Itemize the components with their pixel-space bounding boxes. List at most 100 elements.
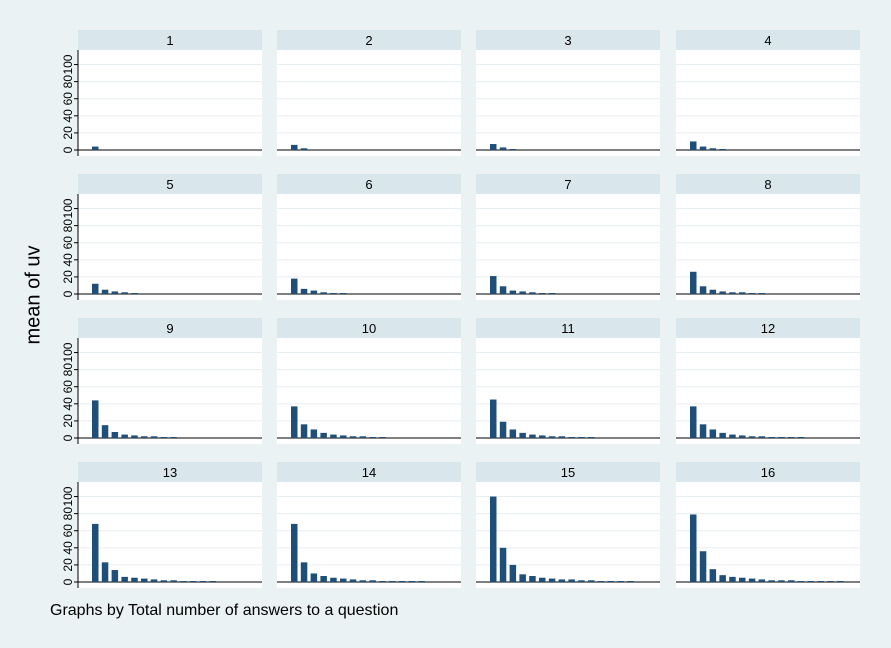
panel-6: 6: [277, 174, 461, 300]
panel-title: 6: [365, 177, 372, 192]
bar: [529, 576, 536, 582]
bar: [490, 276, 497, 294]
bar: [330, 434, 337, 438]
panel-title: 1: [166, 33, 173, 48]
bar: [209, 581, 217, 582]
bar: [739, 435, 746, 438]
bar: [729, 576, 736, 582]
bar: [509, 149, 517, 150]
bar: [729, 292, 736, 294]
plot-area: [78, 338, 262, 444]
bar: [490, 144, 497, 150]
panel-title: 15: [561, 465, 575, 480]
bar: [739, 292, 746, 294]
panel-12: 12: [676, 318, 860, 444]
bar: [519, 291, 526, 294]
bar: [539, 435, 546, 438]
bar: [92, 523, 99, 582]
y-tick-label: 20: [61, 126, 75, 140]
bar: [340, 435, 347, 438]
bar: [797, 581, 805, 582]
panel-title: 11: [561, 321, 575, 336]
bar: [548, 578, 556, 582]
bar: [131, 435, 138, 438]
bar: [131, 293, 138, 294]
bar: [797, 437, 805, 438]
bar: [359, 436, 367, 438]
y-tick-label: 100: [61, 198, 75, 218]
y-tick-label: 40: [61, 109, 75, 123]
panel-strip: [277, 318, 461, 338]
y-axis-label: mean of uv: [22, 245, 45, 345]
y-tick-label: 20: [61, 270, 75, 284]
bar: [141, 436, 148, 438]
bar: [418, 581, 425, 582]
bar: [369, 580, 376, 582]
panel-title: 13: [163, 465, 177, 480]
bar: [340, 293, 347, 294]
bar: [291, 523, 298, 582]
bar: [719, 291, 726, 294]
bar: [320, 576, 327, 582]
bar: [170, 437, 177, 438]
bar: [597, 581, 605, 582]
panel-strip: [476, 462, 660, 482]
bar: [408, 581, 416, 582]
bar: [121, 576, 128, 582]
bar: [141, 578, 148, 582]
y-tick-label: 20: [61, 414, 75, 428]
bar: [719, 149, 726, 150]
y-tick-label: 40: [61, 397, 75, 411]
bar: [607, 581, 615, 582]
bar: [558, 579, 566, 582]
bar: [768, 437, 775, 438]
bar: [709, 289, 717, 294]
panel-strip: [277, 30, 461, 50]
panel-8: 8: [676, 174, 860, 300]
y-tick-label: 60: [61, 380, 75, 394]
panel-11: 11: [476, 318, 660, 444]
bar: [131, 577, 138, 582]
bar: [300, 288, 308, 294]
bar: [121, 292, 128, 294]
bar: [748, 578, 756, 582]
panel-strip: [476, 318, 660, 338]
bar: [150, 436, 158, 438]
panel-title: 10: [362, 321, 376, 336]
bar: [180, 581, 187, 582]
bar: [349, 436, 357, 438]
panel-title: 2: [365, 33, 372, 48]
panel-4: 4: [676, 30, 860, 156]
bar: [160, 580, 168, 582]
panel-title: 4: [764, 33, 771, 48]
bar: [709, 569, 717, 582]
bar: [827, 581, 834, 582]
panel-strip: [78, 30, 262, 50]
bar: [758, 293, 766, 294]
bar: [330, 293, 337, 294]
bar: [509, 429, 517, 438]
panel-strip: [78, 318, 262, 338]
plot-area: [78, 194, 262, 300]
plot-area: [476, 194, 660, 300]
y-tick-label: 80: [61, 219, 75, 233]
y-tick-label: 100: [61, 54, 75, 74]
bar: [369, 437, 376, 438]
bar: [111, 432, 119, 438]
bar: [807, 581, 815, 582]
panel-title: 8: [764, 177, 771, 192]
y-tick-label: 60: [61, 92, 75, 106]
y-tick-label: 0: [61, 146, 75, 153]
bar: [519, 432, 526, 438]
bar: [111, 291, 119, 294]
bar: [568, 579, 575, 582]
bar: [199, 581, 207, 582]
plot-area: [78, 482, 262, 588]
bar: [300, 148, 308, 150]
bar: [379, 581, 386, 582]
bar: [529, 434, 536, 438]
bar: [300, 424, 308, 438]
bar: [190, 581, 197, 582]
bar: [320, 292, 327, 294]
bar: [310, 573, 318, 582]
